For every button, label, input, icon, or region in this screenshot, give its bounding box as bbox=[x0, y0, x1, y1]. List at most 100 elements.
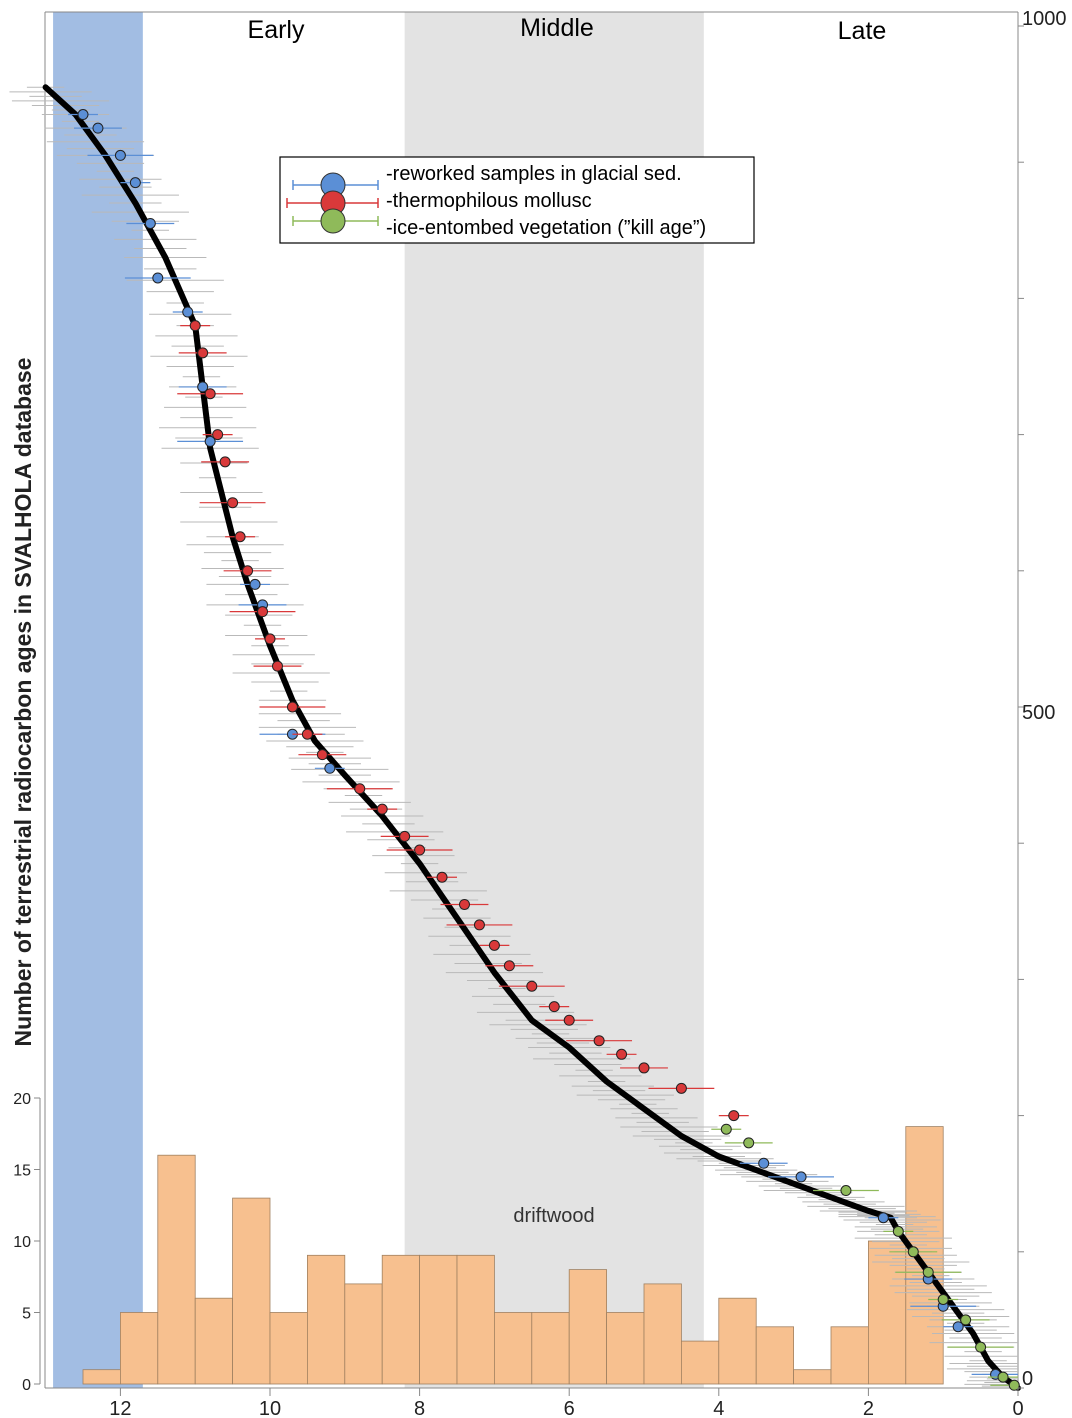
histogram-bar bbox=[643, 1283, 682, 1385]
sample-points bbox=[68, 109, 1020, 1391]
x-tick-label: 0 bbox=[1012, 1398, 1023, 1418]
x-axis-ticks: 12 10 8 6 4 2 0 bbox=[109, 1388, 1024, 1418]
right-y-axis-ticks: 1000 500 0 bbox=[1018, 8, 1067, 1390]
reworked-point bbox=[952, 1321, 964, 1333]
reworked-point bbox=[758, 1157, 770, 1169]
mollusc-point bbox=[563, 1014, 575, 1026]
vegetation-point bbox=[840, 1185, 852, 1197]
y-axis-label: Number of terrestrial radiocarbon ages i… bbox=[10, 358, 36, 1047]
mollusc-point bbox=[212, 429, 224, 441]
legend-box bbox=[279, 156, 755, 244]
mollusc-point bbox=[436, 871, 448, 883]
histogram-bar bbox=[157, 1154, 196, 1385]
mollusc-point bbox=[264, 633, 276, 645]
reworked-point bbox=[77, 109, 89, 121]
reworked-point bbox=[197, 381, 209, 393]
histogram-y-tick-label: 10 bbox=[13, 1234, 31, 1251]
mollusc-point bbox=[197, 347, 209, 359]
reworked-point bbox=[114, 149, 126, 161]
reworked-point bbox=[144, 217, 156, 229]
vegetation-point bbox=[922, 1266, 934, 1278]
legend-marker-vegetation bbox=[320, 208, 346, 234]
histogram-bar bbox=[606, 1312, 645, 1385]
reworked-point bbox=[324, 762, 336, 774]
reworked-point bbox=[92, 122, 104, 134]
reworked-point bbox=[152, 272, 164, 284]
histogram-bar bbox=[755, 1326, 795, 1385]
x-tick-label: 6 bbox=[564, 1398, 575, 1418]
period-label-middle: Middle bbox=[520, 14, 594, 42]
legend-label-vegetation: -ice-entombed vegetation (”kill age”) bbox=[386, 217, 706, 239]
x-tick-label: 4 bbox=[713, 1398, 724, 1418]
histogram-bar bbox=[344, 1283, 383, 1385]
vegetation-point bbox=[960, 1314, 972, 1326]
histogram-bar bbox=[381, 1254, 421, 1385]
mollusc-point bbox=[616, 1048, 628, 1060]
legend-item-reworked: -reworked samples in glacial sed. bbox=[292, 163, 682, 198]
reworked-point bbox=[877, 1212, 889, 1224]
mollusc-point bbox=[728, 1110, 740, 1122]
x-tick-label: 2 bbox=[863, 1398, 874, 1418]
mollusc-point bbox=[189, 320, 201, 332]
reworked-point bbox=[182, 306, 194, 318]
mollusc-point bbox=[219, 456, 231, 468]
histogram-bar bbox=[232, 1197, 271, 1385]
vegetation-point bbox=[743, 1137, 755, 1149]
right-y-tick-label: 500 bbox=[1022, 702, 1055, 724]
driftwood-annotation: driftwood bbox=[513, 1205, 594, 1227]
mollusc-point bbox=[399, 830, 411, 842]
legend-label-mollusc: -thermophilous mollusc bbox=[386, 190, 592, 212]
mollusc-point bbox=[473, 919, 485, 931]
mollusc-point bbox=[242, 565, 254, 577]
histogram-bar bbox=[82, 1369, 121, 1385]
mollusc-point bbox=[458, 898, 470, 910]
mollusc-point bbox=[354, 783, 366, 795]
histogram-bar bbox=[306, 1254, 346, 1385]
mollusc-point bbox=[227, 497, 239, 509]
right-y-tick-label: 1000 bbox=[1022, 8, 1067, 30]
period-label-late: Late bbox=[838, 17, 887, 45]
mollusc-point bbox=[548, 1001, 560, 1013]
histogram-y-tick-label: 15 bbox=[13, 1163, 31, 1180]
vegetation-point bbox=[997, 1371, 1009, 1383]
vegetation-point bbox=[975, 1341, 987, 1353]
histogram-y-tick-label: 0 bbox=[22, 1377, 31, 1394]
reworked-point bbox=[249, 578, 261, 590]
mollusc-point bbox=[376, 803, 388, 815]
x-tick-label: 12 bbox=[109, 1398, 131, 1418]
mollusc-point bbox=[675, 1082, 687, 1094]
histogram-bar bbox=[531, 1312, 570, 1385]
histogram-bar bbox=[868, 1240, 907, 1385]
mollusc-point bbox=[638, 1062, 650, 1074]
mollusc-point bbox=[488, 939, 500, 951]
legend-item-vegetation: -ice-entombed vegetation (”kill age”) bbox=[292, 208, 706, 239]
period-label-early: Early bbox=[248, 16, 305, 44]
reworked-point bbox=[204, 435, 216, 447]
mollusc-point bbox=[234, 531, 246, 543]
histogram-bar bbox=[568, 1269, 608, 1385]
legend-label-reworked: -reworked samples in glacial sed. bbox=[386, 163, 682, 185]
histogram-bar bbox=[718, 1297, 757, 1385]
vegetation-point bbox=[907, 1246, 919, 1258]
mollusc-point bbox=[503, 960, 515, 972]
histogram-bar bbox=[793, 1369, 832, 1385]
histogram-bar bbox=[830, 1326, 869, 1385]
histogram-bar bbox=[493, 1312, 533, 1385]
right-y-tick-label: 0 bbox=[1022, 1368, 1033, 1390]
mollusc-point bbox=[414, 844, 426, 856]
legend: -reworked samples in glacial sed. -therm… bbox=[279, 156, 755, 244]
histogram-y-axis: 0 5 10 15 20 bbox=[13, 1091, 41, 1394]
histogram-bar bbox=[269, 1312, 308, 1385]
x-tick-label: 10 bbox=[259, 1398, 281, 1418]
legend-item-mollusc: -thermophilous mollusc bbox=[286, 190, 592, 216]
vegetation-point bbox=[892, 1225, 904, 1237]
mollusc-point bbox=[271, 660, 283, 672]
reworked-point bbox=[129, 177, 141, 189]
mollusc-point bbox=[593, 1035, 605, 1047]
mollusc-point bbox=[301, 728, 313, 740]
histogram-bar bbox=[456, 1254, 495, 1385]
histogram-y-tick-label: 5 bbox=[22, 1306, 31, 1323]
histogram-bar bbox=[194, 1297, 233, 1385]
mollusc-point bbox=[526, 980, 538, 992]
